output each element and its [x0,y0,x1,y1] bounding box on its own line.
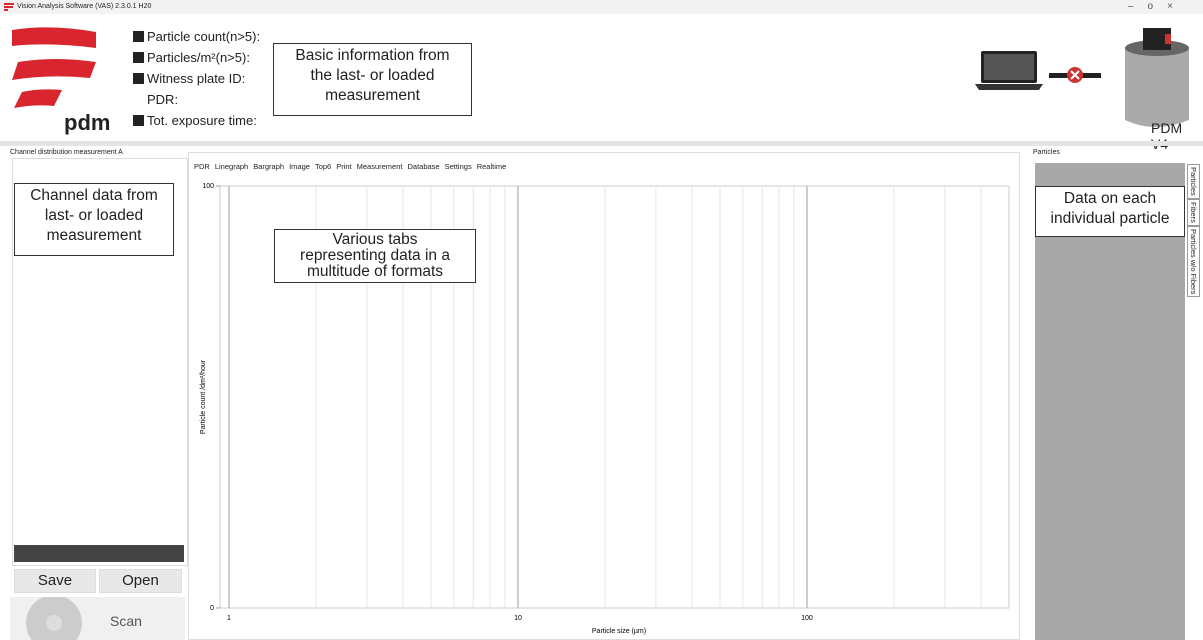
window-controls[interactable]: –o× [1128,1,1187,12]
field-label: Witness plate ID: [147,71,245,86]
tab[interactable]: Bargraph [253,162,284,171]
x-tick-label: 100 [801,615,813,622]
tab[interactable]: Realtime [477,162,507,171]
annotation-line: Various tabs [278,232,472,248]
pdm-logo [10,26,100,110]
edit-icon[interactable] [133,31,144,42]
tab[interactable]: PDR [194,162,210,171]
title-bar [0,0,1203,14]
annotation-line: last- or loaded [18,206,170,226]
scan-icon [24,597,96,640]
title-icon [4,3,14,11]
side-tab[interactable]: Fibers [1187,199,1200,226]
annotation-line: Data on each [1039,189,1181,209]
annotation-line: individual particle [1039,209,1181,229]
page: {"window": {"title": "Vision Analysis So… [0,0,1203,640]
field-label: Particles/m²(n>5): [147,50,250,65]
tab[interactable]: Measurement [357,162,403,171]
side-tab[interactable]: Particles [1187,164,1200,199]
edit-icon[interactable] [133,73,144,84]
progress-bar [14,545,184,562]
panel-title: Channel distribution measurement A [10,149,123,156]
annotation-line: measurement [277,86,468,106]
tab[interactable]: Settings [445,162,472,171]
annotation-line: Channel data from [18,186,170,206]
device-name: PDM V4 [1151,120,1203,152]
x-tick-label: 10 [514,615,522,622]
tab-strip: PDR Linegraph Bargraph Image Top6 Print Measur… [194,162,511,171]
annotation-line: the last- or loaded [277,66,468,86]
window-title: Vision Analysis Software (VAS) 2.3.0.1 H… [17,3,151,10]
y-tick-label: 0 [210,605,214,612]
annotation-line: Basic information from [277,46,468,66]
panel-title: Particles [1033,149,1060,156]
app-window: Vision Analysis Software (VAS) 2.3.0.1 H… [0,0,1203,640]
open-button[interactable]: Open [99,569,182,593]
field-label: Particle count(n>5): [147,29,260,44]
scan-button[interactable]: Scan [110,613,142,629]
side-tab[interactable]: Particles w/o Fibers [1187,226,1200,297]
field-label: Tot. exposure time: [147,113,257,128]
divider [0,141,1203,146]
x-tick-label: 1 [227,615,231,622]
x-axis-label: Particle size (µm) [592,628,646,635]
edit-icon[interactable] [133,52,144,63]
tab[interactable]: Database [407,162,439,171]
annotation-line: representing data in a [278,248,472,264]
tab[interactable]: Top6 [315,162,331,171]
tab[interactable]: Linegraph [215,162,248,171]
tab[interactable]: Print [336,162,351,171]
field-label: PDR: [147,92,178,107]
tab[interactable]: Image [289,162,310,171]
edit-icon[interactable] [133,115,144,126]
y-tick-label: 100 [202,183,214,190]
save-button[interactable]: Save [14,569,96,593]
y-axis-label: Particle count /dm²/hour [200,359,207,434]
annotation-line: measurement [18,226,170,246]
logo-text: pdm [64,110,110,136]
annotation-line: multitude of formats [278,264,472,280]
